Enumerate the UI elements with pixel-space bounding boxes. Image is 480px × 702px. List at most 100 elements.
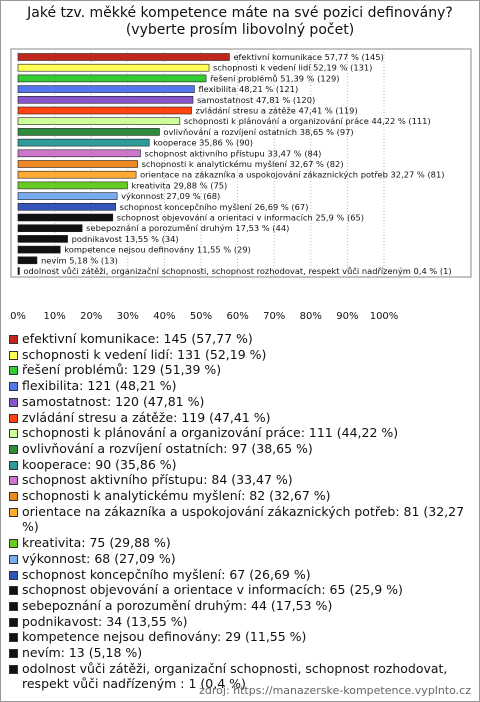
x-tick-label: 40% bbox=[153, 311, 175, 322]
legend-item: schopnost aktivního přístupu: 84 (33,47 … bbox=[9, 472, 473, 488]
legend-item: ovlivňování a rozvíjení ostatních: 97 (3… bbox=[9, 441, 473, 457]
legend-swatch bbox=[9, 570, 18, 580]
bar bbox=[17, 256, 38, 265]
legend-item: schopnost koncepčního myšlení: 67 (26,69… bbox=[9, 567, 473, 583]
bar-label: orientace na zákazníka a uspokojování zá… bbox=[140, 170, 444, 180]
legend-label: samostatnost: 120 (47,81 %) bbox=[22, 393, 205, 409]
bar bbox=[17, 138, 150, 147]
legend-label: schopnosti k vedení lidí: 131 (52,19 %) bbox=[22, 346, 267, 362]
legend-item: orientace na zákazníka a uspokojování zá… bbox=[9, 504, 473, 535]
bar-label: schopnosti k vedení lidí 52,19 % (131) bbox=[213, 63, 372, 73]
legend-swatch bbox=[9, 444, 18, 454]
legend-item: schopnosti k plánování a organizování pr… bbox=[9, 425, 473, 441]
legend-swatch bbox=[9, 617, 18, 627]
legend-label: ovlivňování a rozvíjení ostatních: 97 (3… bbox=[22, 440, 313, 456]
legend-label: orientace na zákazníka a uspokojování zá… bbox=[22, 503, 465, 535]
bar-label: flexibilita 48,21 % (121) bbox=[198, 84, 298, 94]
legend-swatch bbox=[9, 507, 18, 517]
x-tick-label: 90% bbox=[336, 311, 358, 322]
bar-label: odolnost vůči zátěži, organizační schopn… bbox=[23, 266, 451, 276]
bar-label: podnikavost 13,55 % (34) bbox=[72, 234, 179, 244]
legend-label: řešení problémů: 129 (51,39 %) bbox=[22, 362, 222, 378]
legend-item: schopnosti k analytickému myšlení: 82 (3… bbox=[9, 488, 473, 504]
legend-item: kompetence nejsou definovány: 29 (11,55 … bbox=[9, 629, 473, 645]
legend-swatch bbox=[9, 382, 18, 392]
bar bbox=[17, 53, 230, 61]
bar-label: efektivní komunikace 57,77 % (145) bbox=[233, 52, 383, 62]
legend-item: zvládání stresu a zátěže: 119 (47,41 %) bbox=[9, 410, 473, 426]
bar-label: nevím 5,18 % (13) bbox=[41, 255, 118, 265]
x-tick-label: 100% bbox=[370, 311, 399, 322]
bar bbox=[17, 203, 116, 211]
bar bbox=[17, 170, 137, 179]
bar bbox=[17, 160, 138, 168]
legend: efektivní komunikace: 145 (57,77 %) schop… bbox=[9, 331, 473, 692]
bar-label: kooperace 35,86 % (90) bbox=[153, 138, 253, 148]
bar-label: řešení problémů 51,39 % (129) bbox=[210, 73, 339, 83]
bar bbox=[17, 224, 83, 232]
legend-item: sebepoznání a porozumění druhým: 44 (17,… bbox=[9, 598, 473, 614]
legend-label: schopnosti k plánování a organizování pr… bbox=[22, 425, 399, 441]
legend-swatch bbox=[9, 350, 18, 360]
bar bbox=[17, 63, 210, 72]
legend-swatch bbox=[9, 601, 18, 611]
legend-item: výkonnost: 68 (27,09 %) bbox=[9, 551, 473, 567]
bar bbox=[17, 267, 20, 275]
bar bbox=[17, 74, 207, 83]
legend-item: samostatnost: 120 (47,81 %) bbox=[9, 394, 473, 410]
bar bbox=[17, 235, 68, 243]
legend-item: schopnosti k vedení lidí: 131 (52,19 %) bbox=[9, 347, 473, 363]
legend-label: kooperace: 90 (35,86 %) bbox=[22, 456, 177, 472]
bar-label: kreativita 29,88 % (75) bbox=[131, 180, 227, 190]
legend-label: podnikavost: 34 (13,55 %) bbox=[22, 613, 188, 629]
legend-swatch bbox=[9, 397, 18, 407]
x-tick-label: 70% bbox=[263, 311, 285, 322]
legend-label: efektivní komunikace: 145 (57,77 %) bbox=[22, 331, 253, 346]
legend-item: odolnost vůči zátěži, organizační schopn… bbox=[9, 661, 473, 692]
legend-swatch bbox=[9, 413, 18, 423]
bar bbox=[17, 128, 160, 136]
legend-item: efektivní komunikace: 145 (57,77 %) bbox=[9, 331, 473, 347]
legend-swatch bbox=[9, 664, 18, 674]
bar bbox=[17, 106, 192, 115]
source: zdroj: https://manazerske-kompetence.vyp… bbox=[199, 684, 471, 697]
bar bbox=[17, 96, 194, 104]
legend-label: výkonnost: 68 (27,09 %) bbox=[22, 550, 176, 566]
x-tick-label: 20% bbox=[80, 311, 102, 322]
bar-label: schopnost objevování a orientaci v infor… bbox=[117, 213, 364, 223]
legend-label: odolnost vůči zátěži, organizační schopn… bbox=[22, 660, 448, 692]
bar-label: samostatnost 47,81 % (120) bbox=[197, 95, 315, 105]
legend-label: kreativita: 75 (29,88 %) bbox=[22, 535, 171, 551]
legend-label: schopnost objevování a orientace v infor… bbox=[22, 582, 403, 598]
x-tick-label: 30% bbox=[117, 311, 139, 322]
chart-title: Jaké tzv. měkké kompetence máte na své p… bbox=[27, 5, 453, 38]
bar bbox=[17, 245, 61, 254]
bar bbox=[17, 181, 128, 190]
legend-swatch bbox=[9, 586, 18, 596]
x-tick-label: 0% bbox=[10, 311, 26, 322]
legend-swatch bbox=[9, 460, 18, 470]
legend-item: schopnost objevování a orientace v infor… bbox=[9, 582, 473, 598]
legend-swatch bbox=[9, 335, 18, 344]
x-tick-label: 80% bbox=[300, 311, 322, 322]
legend-label: zvládání stresu a zátěže: 119 (47,41 %) bbox=[22, 409, 271, 425]
legend-label: schopnost aktivního přístupu: 84 (33,47 … bbox=[22, 472, 293, 488]
bar-label: schopnost aktivního přístupu 33,47 % (84… bbox=[145, 148, 322, 158]
legend-label: sebepoznání a porozumění druhým: 44 (17,… bbox=[22, 597, 333, 613]
legend-swatch bbox=[9, 366, 18, 376]
bar bbox=[17, 117, 181, 125]
legend-swatch bbox=[9, 429, 18, 439]
chart: 0% 10% 20% 30% 40% 50% 60% 70% 80% 90% 100% efektiv… bbox=[10, 48, 472, 322]
legend-label: schopnost koncepčního myšlení: 67 (26,69… bbox=[22, 566, 311, 582]
legend-label: flexibilita: 121 (48,21 %) bbox=[22, 378, 177, 394]
x-tick-label: 10% bbox=[43, 311, 65, 322]
legend-label: kompetence nejsou definovány: 29 (11,55 … bbox=[22, 629, 307, 645]
bar-label: sebepoznání a porozumění druhým 17,53 % … bbox=[86, 223, 289, 233]
bar-label: schopnost koncepčního myšlení 26,69 % (6… bbox=[120, 202, 309, 212]
legend-swatch bbox=[9, 649, 18, 659]
legend-item: kooperace: 90 (35,86 %) bbox=[9, 457, 473, 473]
bar bbox=[17, 149, 141, 158]
legend-swatch bbox=[9, 539, 18, 549]
legend-swatch bbox=[9, 492, 18, 502]
